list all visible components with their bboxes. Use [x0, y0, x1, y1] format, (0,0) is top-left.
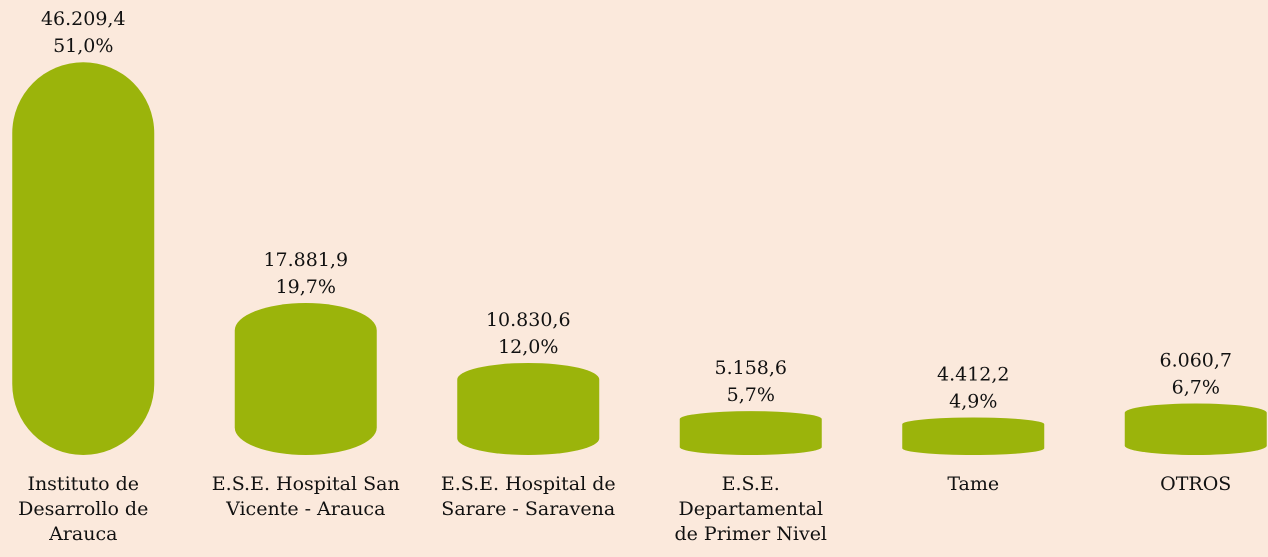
- bar: [1124, 403, 1267, 455]
- value-label: 10.830,6: [486, 309, 571, 331]
- x-tick-label: Tame: [947, 473, 1000, 495]
- value-label: 5.158,6: [714, 357, 787, 379]
- bar: [12, 62, 155, 456]
- x-tick-label: OTROS: [1160, 473, 1232, 495]
- x-tick-label: E.S.E. Hospital de Sarare - Saravena: [440, 473, 616, 520]
- value-label: 17.881,9: [263, 249, 348, 271]
- share-label: 4,9%: [949, 390, 997, 412]
- bar: [902, 417, 1045, 455]
- x-tick-label: E.S.E. Hospital San Vicente - Arauca: [211, 473, 400, 520]
- bar: [234, 303, 377, 455]
- value-label: 6.060,7: [1159, 349, 1232, 371]
- share-label: 12,0%: [498, 336, 558, 358]
- bar: [679, 411, 822, 455]
- x-tick-label: E.S.E. Departamental de Primer Nivel: [674, 473, 828, 545]
- value-label: 4.412,2: [937, 363, 1010, 385]
- bar: [457, 362, 600, 455]
- share-label: 19,7%: [276, 276, 336, 298]
- share-label: 5,7%: [727, 384, 775, 406]
- value-label: 46.209,4: [41, 8, 126, 30]
- share-label: 51,0%: [53, 35, 113, 57]
- share-label: 6,7%: [1172, 376, 1220, 398]
- x-tick-label: Instituto de Desarrollo de Arauca: [18, 473, 149, 545]
